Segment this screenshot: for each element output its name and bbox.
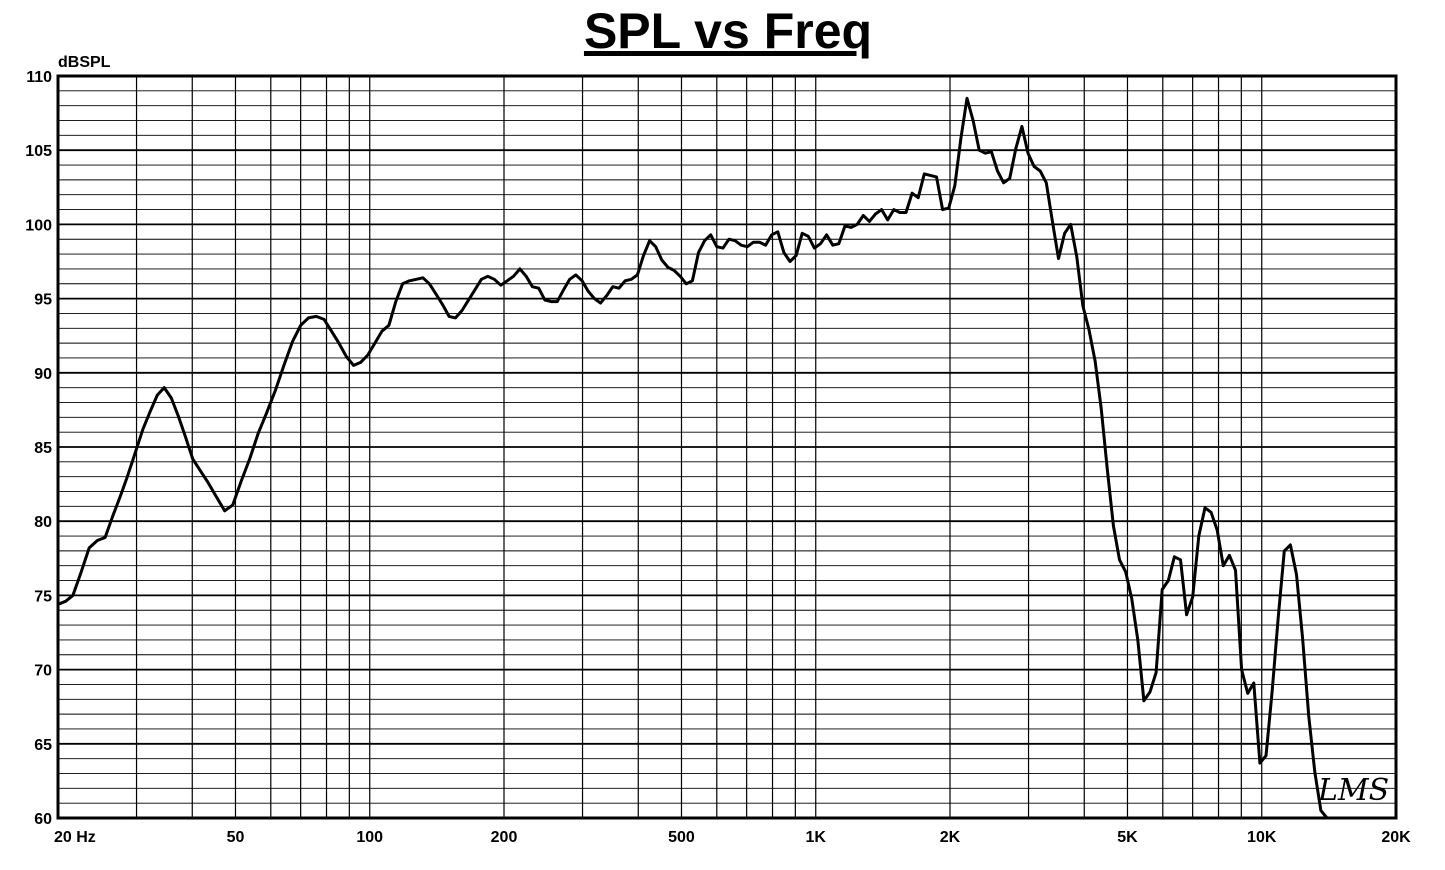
y-tick-label: 105 [25,143,52,160]
y-tick-labels: 60 65 70 75 80 85 90 95 100 105 110 [25,69,52,828]
chart-title: SPL vs Freq [584,3,872,59]
y-tick-label: 85 [34,440,52,457]
x-tick-label: 2K [940,829,961,846]
x-tick-label: 200 [491,829,518,846]
x-tick-label: 500 [668,829,695,846]
x-tick-label: 5K [1117,829,1138,846]
y-tick-label: 95 [34,292,52,309]
x-tick-label: 20K [1381,829,1411,846]
x-tick-label: 10K [1247,829,1277,846]
y-tick-label: 90 [34,366,52,383]
x-tick-label: 50 [227,829,245,846]
x-tick-label: 1K [806,829,827,846]
y-axis-label: dBSPL [58,54,111,71]
spl-curve [58,98,1327,818]
y-tick-label: 65 [34,737,52,754]
x-tick-label: 100 [356,829,383,846]
y-tick-label: 60 [34,811,52,828]
y-tick-label: 110 [26,69,52,86]
lms-logo: LMS [1317,773,1389,808]
x-tick-label: 20 Hz [54,829,96,846]
grid [58,76,1396,818]
x-tick-labels: 20 Hz 50 100 200 500 1K 2K 5K 10K 20K [54,829,1411,846]
y-tick-label: 70 [34,663,52,680]
y-tick-label: 100 [25,217,52,234]
y-tick-label: 75 [34,588,52,605]
y-tick-label: 80 [34,514,52,531]
